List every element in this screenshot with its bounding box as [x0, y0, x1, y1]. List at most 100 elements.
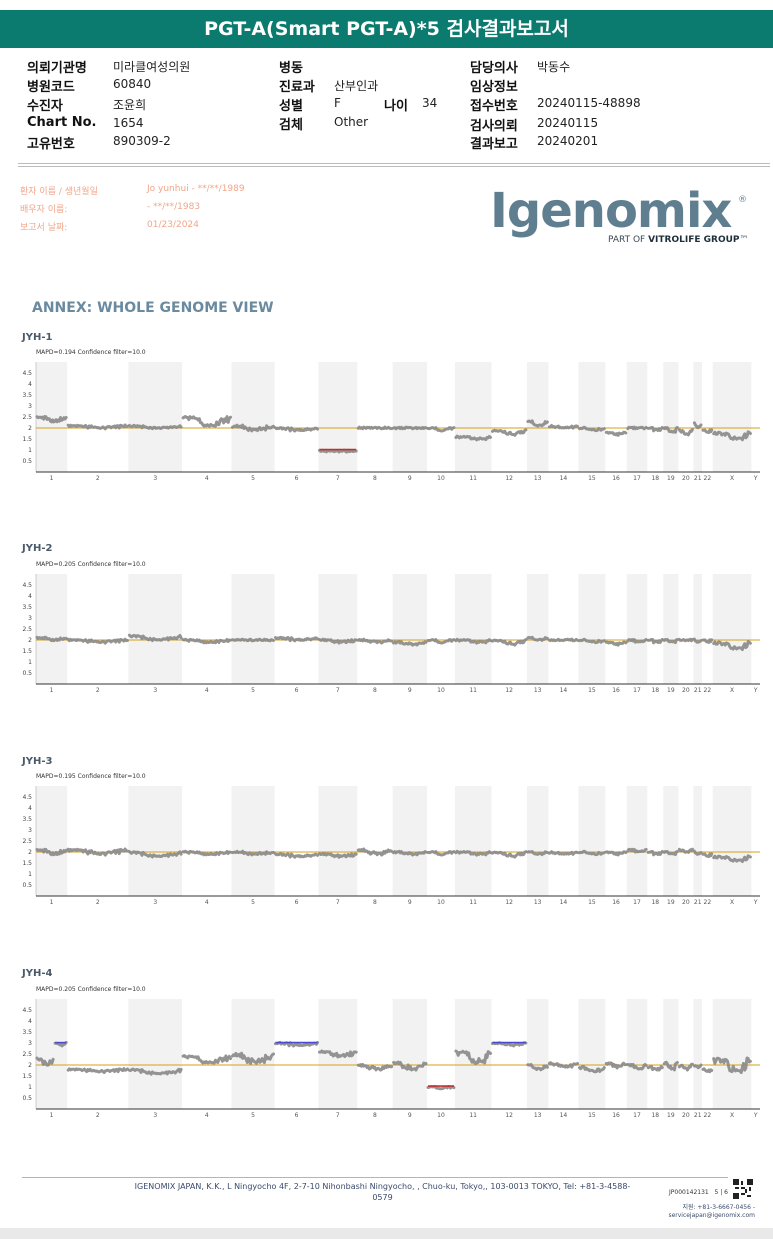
x-tick-label: 19	[667, 687, 675, 694]
x-tick-label: Y	[753, 899, 758, 906]
y-tick-label: 1.5	[22, 1073, 32, 1080]
chromosome-band	[526, 999, 549, 1109]
copy-number-segment	[677, 428, 694, 437]
copy-number-segment	[127, 1067, 183, 1076]
copy-number-segment	[547, 637, 579, 643]
x-tick-label: Y	[753, 475, 758, 482]
copy-number-segment	[626, 1062, 648, 1071]
y-tick-label: 1	[28, 871, 32, 878]
document-code: JP000142131	[669, 1189, 709, 1196]
copy-number-segment	[392, 640, 428, 647]
chromosome-band	[663, 362, 679, 472]
copy-number-segment	[356, 847, 394, 857]
chromosome-band	[454, 362, 492, 472]
x-tick-label: 4	[205, 899, 209, 906]
copy-number-segment	[604, 850, 628, 857]
recipient-label: 수진자	[27, 99, 63, 114]
chromosome-band	[626, 574, 648, 684]
x-tick-label: 18	[651, 899, 659, 906]
x-tick-label: 3	[153, 899, 157, 906]
x-tick-label: 11	[469, 1112, 477, 1119]
logo-tagline-prefix: PART OF	[608, 235, 649, 245]
copy-number-segment	[712, 640, 752, 652]
x-tick-label: 2	[96, 687, 100, 694]
x-tick-label: 6	[295, 899, 299, 906]
y-tick-label: 1.5	[22, 436, 32, 443]
chart-title: JYH-2	[22, 543, 53, 554]
x-tick-label: 8	[373, 687, 377, 694]
y-tick-label: 0.5	[22, 458, 32, 465]
x-tick-label: 17	[633, 687, 641, 694]
chromosome-band	[578, 574, 606, 684]
x-tick-label: 4	[205, 1112, 209, 1119]
hospital-code-value: 60840	[113, 77, 152, 91]
copy-number-segment	[66, 847, 129, 857]
copy-number-segment	[547, 1061, 579, 1069]
copy-number-segment	[646, 849, 664, 857]
chromosome-band	[231, 574, 275, 684]
chromosome-band	[128, 999, 183, 1109]
x-tick-label: 20	[682, 899, 690, 906]
x-tick-label: 2	[96, 1112, 100, 1119]
specimen-label: 검체	[279, 118, 303, 133]
copy-number-segment	[392, 1060, 428, 1072]
copy-number-segment	[231, 1051, 275, 1065]
chromosome-band	[231, 362, 275, 472]
chart-subtitle: MAPD=0.195 Confidence filter=10.0	[36, 773, 146, 780]
copy-number-segment	[426, 850, 456, 857]
chart-label: Chart No.	[27, 115, 97, 130]
copy-number-segment	[426, 1084, 456, 1091]
chromosome-band	[663, 999, 679, 1109]
x-tick-label: 10	[437, 475, 445, 482]
receipt-label: 접수번호	[470, 99, 518, 114]
copy-number-segment	[66, 423, 129, 431]
chromosome-band	[626, 362, 648, 472]
divider	[18, 166, 770, 167]
copy-number-segment	[318, 448, 358, 454]
x-tick-label: 9	[408, 899, 412, 906]
copy-number-segment	[318, 851, 358, 859]
x-tick-label: 6	[295, 1112, 299, 1119]
y-tick-label: 2.5	[22, 1051, 32, 1058]
x-tick-label: 6	[295, 475, 299, 482]
copy-number-segment	[646, 637, 664, 645]
age-value: 34	[422, 96, 438, 110]
x-tick-label: 18	[651, 687, 659, 694]
chromosome-band	[392, 362, 428, 472]
x-tick-label: 16	[612, 1112, 620, 1119]
chromosome-band	[36, 999, 68, 1109]
copy-number-segment	[526, 1063, 549, 1072]
chromosome-band	[392, 999, 428, 1109]
chromosome-band	[626, 999, 648, 1109]
y-tick-label: 1	[28, 447, 32, 454]
chart-subtitle: MAPD=0.205 Confidence filter=10.0	[36, 561, 146, 568]
x-tick-label: 16	[612, 687, 620, 694]
copy-number-segment	[66, 637, 129, 645]
copy-number-segment	[127, 633, 183, 643]
patient-labels: 환자 이름 / 생년월일 배우자 이름: 보고서 날짜:	[20, 184, 98, 238]
chromosome-band	[392, 574, 428, 684]
doctor-label: 담당의사	[470, 61, 518, 76]
copy-number-segment	[578, 849, 606, 857]
y-tick-label: 2	[28, 849, 32, 856]
x-tick-label: 15	[588, 475, 596, 482]
x-tick-label: 22	[704, 899, 712, 906]
copy-number-segment	[712, 430, 752, 442]
copy-number-segment	[454, 1049, 492, 1066]
copy-number-segment	[604, 1061, 628, 1070]
copy-number-segment	[356, 637, 394, 645]
bottom-band	[0, 1228, 773, 1239]
copy-number-segment	[35, 415, 68, 424]
copy-number-segment	[701, 638, 714, 644]
x-tick-label: 14	[560, 899, 568, 906]
chart-title: JYH-4	[22, 968, 53, 979]
copy-number-segment	[701, 1067, 714, 1074]
x-tick-label: 17	[633, 899, 641, 906]
x-tick-label: 5	[251, 475, 255, 482]
copy-number-segment	[692, 1063, 703, 1070]
logo-tagline-tm: ™	[739, 235, 749, 245]
copy-number-segment	[712, 854, 752, 864]
y-tick-label: 2	[28, 425, 32, 432]
x-tick-label: 7	[336, 687, 340, 694]
copy-number-segment	[35, 847, 68, 857]
